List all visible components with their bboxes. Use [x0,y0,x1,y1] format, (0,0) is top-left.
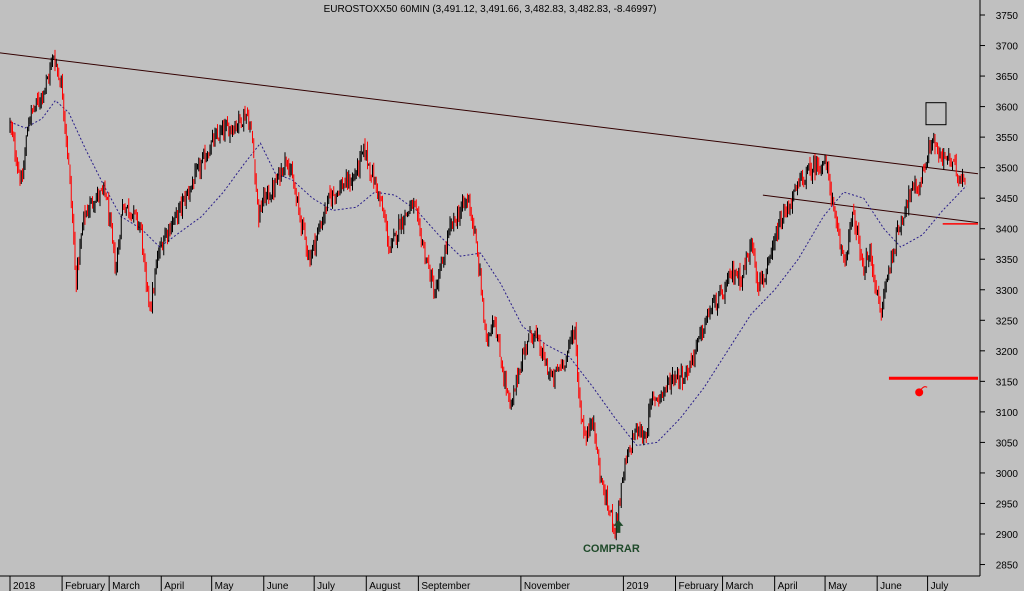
y-tick-label: 3650 [996,72,1019,83]
x-tick-label: March [112,581,140,591]
y-tick-label: 3700 [996,42,1019,53]
y-tick-label: 3100 [996,408,1019,419]
y-tick-label: 3300 [996,286,1019,297]
markers-layer: COMPRAR [583,102,947,555]
y-tick-label: 3000 [996,469,1019,480]
x-tick-label: 2019 [626,581,649,591]
x-tick-label: July [317,581,335,591]
y-tick-label: 2850 [996,561,1019,572]
y-tick-label: 3150 [996,377,1019,388]
y-tick-label: 3600 [996,103,1019,114]
x-tick-label: May [215,581,234,591]
y-tick-label: 3350 [996,255,1019,266]
x-tick-label: April [164,581,184,591]
bomb-fuse [920,386,928,390]
x-tick-label: November [524,581,571,591]
buy-label: COMPRAR [583,543,640,555]
x-tick-label: August [369,581,400,591]
x-tick-label: February [65,581,105,591]
y-tick-label: 3050 [996,438,1019,449]
box-marker [925,102,947,126]
horizontal-lines-layer [888,223,978,380]
y-tick-label: 3750 [996,11,1019,22]
y-tick-label: 3550 [996,133,1019,144]
y-tick-label: 3450 [996,194,1019,205]
y-axis: 2850 2900 2950 3000 3050 3100 3150 3200 3250 3300… [980,11,1018,572]
x-axis: 2018 February March April May June July August S… [9,576,949,591]
x-tick-label: June [880,581,902,591]
x-tick-label: March [726,581,754,591]
x-tick-label: June [267,581,289,591]
x-tick-label: February [679,581,719,591]
y-tick-label: 2950 [996,499,1019,510]
buy-annotation: COMPRAR [583,519,640,555]
y-tick-label: 3250 [996,316,1019,327]
bomb-icon [915,388,924,397]
x-tick-label: April [778,581,798,591]
y-tick-label: 3500 [996,164,1019,175]
x-tick-label: July [931,581,949,591]
up-arrow-icon [613,519,624,533]
x-tick-label: September [421,581,471,591]
price-bars-layer [9,49,966,541]
chart-title: EUROSTOXX50 60MIN (3,491.12, 3,491.66, 3… [324,4,657,15]
y-tick-label: 2900 [996,530,1019,541]
y-tick-label: 3400 [996,225,1019,236]
x-tick-label: May [828,581,847,591]
x-tick-label: 2018 [13,581,36,591]
resistance-trendline [0,52,979,175]
y-tick-label: 3200 [996,347,1019,358]
